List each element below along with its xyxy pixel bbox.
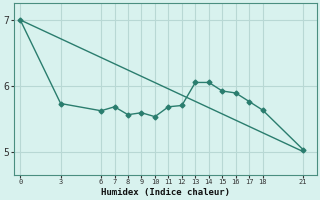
- X-axis label: Humidex (Indice chaleur): Humidex (Indice chaleur): [100, 188, 229, 197]
